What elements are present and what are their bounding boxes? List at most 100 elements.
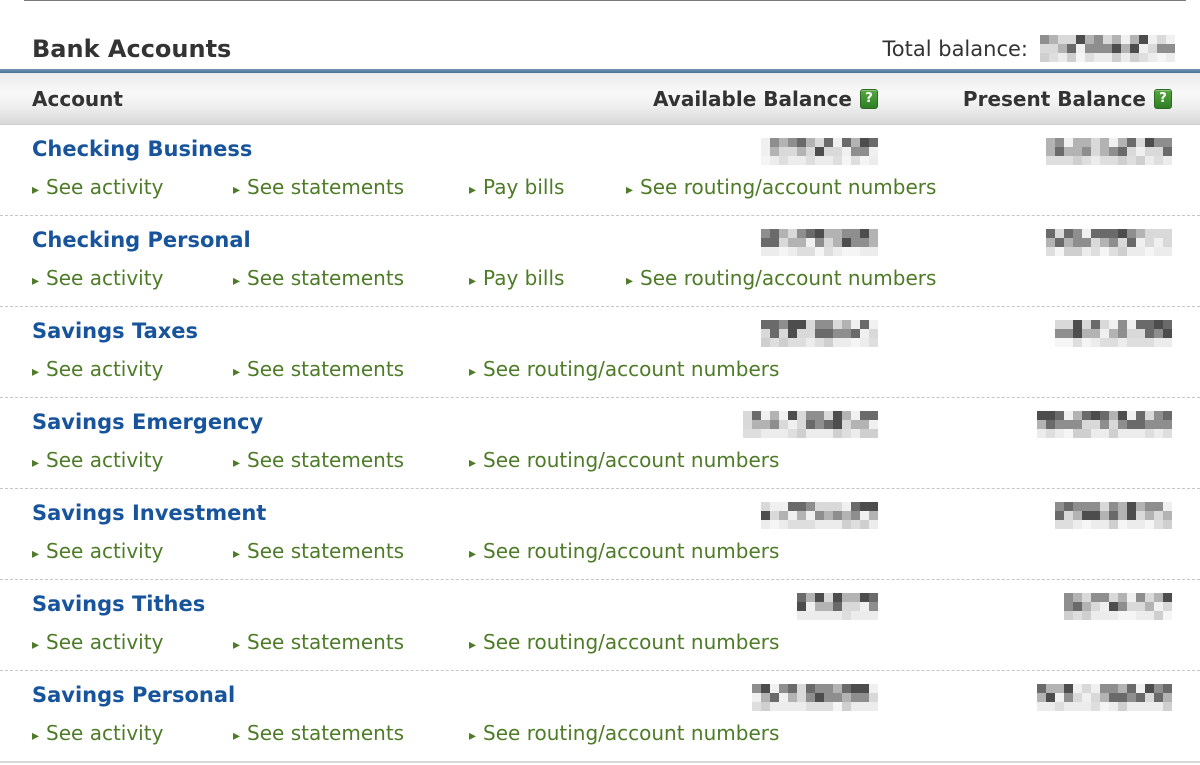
account-name-link[interactable]: Savings Investment (32, 501, 267, 525)
redaction-pixel (761, 229, 770, 238)
redaction-pixel (1046, 429, 1055, 438)
redaction-pixel (1118, 138, 1127, 147)
link-see-routing-account-numbers[interactable]: ▸ See routing/account numbers (626, 265, 936, 294)
redaction-pixel (1082, 320, 1091, 329)
redacted-present-balance (1037, 684, 1172, 711)
redaction-pixel (860, 320, 869, 329)
link-see-statements[interactable]: ▸ See statements (233, 356, 404, 385)
link-see-activity[interactable]: ▸ See activity (32, 356, 163, 385)
redaction-pixel (1055, 320, 1064, 329)
link-see-routing-account-numbers[interactable]: ▸ See routing/account numbers (469, 538, 779, 567)
redaction-pixel (1118, 229, 1127, 238)
link-label: Pay bills (483, 175, 565, 199)
account-name-link[interactable]: Savings Taxes (32, 319, 199, 343)
link-see-routing-account-numbers[interactable]: ▸ See routing/account numbers (469, 356, 779, 385)
link-see-statements[interactable]: ▸ See statements (233, 174, 404, 203)
redaction-pixel (842, 147, 851, 156)
redaction-pixel (797, 138, 806, 147)
available-balance-cell (606, 227, 878, 256)
redaction-pixel (1145, 329, 1154, 338)
redaction-pixel (770, 520, 779, 529)
present-balance-cell (878, 500, 1172, 529)
table-header-row: Account Available Balance ? Present Bala… (0, 73, 1200, 125)
redaction-pixel (788, 502, 797, 511)
redacted-available-balance (761, 502, 878, 529)
link-see-activity[interactable]: ▸ See activity (32, 265, 163, 294)
redaction-pixel (1085, 35, 1094, 44)
redaction-pixel (1109, 602, 1118, 611)
link-see-routing-account-numbers[interactable]: ▸ See routing/account numbers (469, 629, 779, 658)
link-see-statements[interactable]: ▸ See statements (233, 720, 404, 749)
redaction-pixel (869, 693, 878, 702)
redaction-pixel (1148, 53, 1157, 62)
redaction-pixel (860, 702, 869, 711)
link-pay-bills[interactable]: ▸ Pay bills (469, 265, 564, 294)
redaction-pixel (1130, 53, 1139, 62)
redaction-pixel (1073, 511, 1082, 520)
link-see-statements[interactable]: ▸ See statements (233, 538, 404, 567)
help-icon[interactable]: ? (1154, 88, 1172, 109)
redaction-pixel (779, 229, 788, 238)
link-arrow-icon: ▸ (233, 728, 241, 744)
link-label: See routing/account numbers (483, 630, 780, 654)
link-see-routing-account-numbers[interactable]: ▸ See routing/account numbers (469, 720, 779, 749)
link-pay-bills[interactable]: ▸ Pay bills (469, 174, 564, 203)
redaction-pixel (1058, 53, 1067, 62)
link-see-activity[interactable]: ▸ See activity (32, 447, 163, 476)
redaction-pixel (806, 238, 815, 247)
redaction-pixel (1154, 593, 1163, 602)
redaction-pixel (1055, 247, 1064, 256)
link-see-activity[interactable]: ▸ See activity (32, 629, 163, 658)
redaction-pixel (1082, 247, 1091, 256)
redaction-pixel (1118, 602, 1127, 611)
redaction-pixel (761, 238, 770, 247)
redaction-pixel (1085, 44, 1094, 53)
redaction-pixel (869, 229, 878, 238)
redaction-pixel (1064, 520, 1073, 529)
link-see-statements[interactable]: ▸ See statements (233, 447, 404, 476)
redaction-pixel (1136, 429, 1145, 438)
redaction-pixel (770, 138, 779, 147)
redaction-pixel (770, 338, 779, 347)
redaction-pixel (1073, 411, 1082, 420)
redaction-pixel (815, 156, 824, 165)
redaction-pixel (860, 429, 869, 438)
link-see-activity[interactable]: ▸ See activity (32, 538, 163, 567)
account-name-link[interactable]: Savings Personal (32, 683, 236, 707)
redaction-pixel (1109, 156, 1118, 165)
link-see-routing-account-numbers[interactable]: ▸ See routing/account numbers (626, 174, 936, 203)
redaction-pixel (788, 147, 797, 156)
help-icon[interactable]: ? (860, 88, 878, 109)
account-name-link[interactable]: Savings Emergency (32, 410, 264, 434)
link-arrow-icon: ▸ (626, 273, 634, 289)
link-arrow-icon: ▸ (233, 455, 241, 471)
account-name-link[interactable]: Savings Tithes (32, 592, 206, 616)
redaction-pixel (842, 329, 851, 338)
link-label: See statements (247, 448, 405, 472)
account-name-link[interactable]: Checking Business (32, 137, 253, 161)
link-slot: ▸ See statements (233, 265, 469, 294)
redaction-pixel (851, 502, 860, 511)
redaction-pixel (1127, 702, 1136, 711)
redaction-pixel (806, 520, 815, 529)
link-see-statements[interactable]: ▸ See statements (233, 629, 404, 658)
link-label: See statements (247, 539, 405, 563)
redaction-pixel (1154, 320, 1163, 329)
redaction-pixel (1046, 229, 1055, 238)
link-see-activity[interactable]: ▸ See activity (32, 174, 163, 203)
link-see-statements[interactable]: ▸ See statements (233, 265, 404, 294)
redaction-pixel (752, 429, 761, 438)
redaction-pixel (1163, 502, 1172, 511)
redaction-pixel (1166, 35, 1175, 44)
redaction-pixel (851, 702, 860, 711)
redaction-pixel (824, 229, 833, 238)
account-name-link[interactable]: Checking Personal (32, 228, 251, 252)
redaction-pixel (806, 420, 815, 429)
redaction-pixel (1109, 411, 1118, 420)
redaction-pixel (851, 429, 860, 438)
link-arrow-icon: ▸ (469, 364, 477, 380)
link-see-activity[interactable]: ▸ See activity (32, 720, 163, 749)
link-see-routing-account-numbers[interactable]: ▸ See routing/account numbers (469, 447, 779, 476)
redaction-pixel (779, 156, 788, 165)
redaction-pixel (1127, 684, 1136, 693)
